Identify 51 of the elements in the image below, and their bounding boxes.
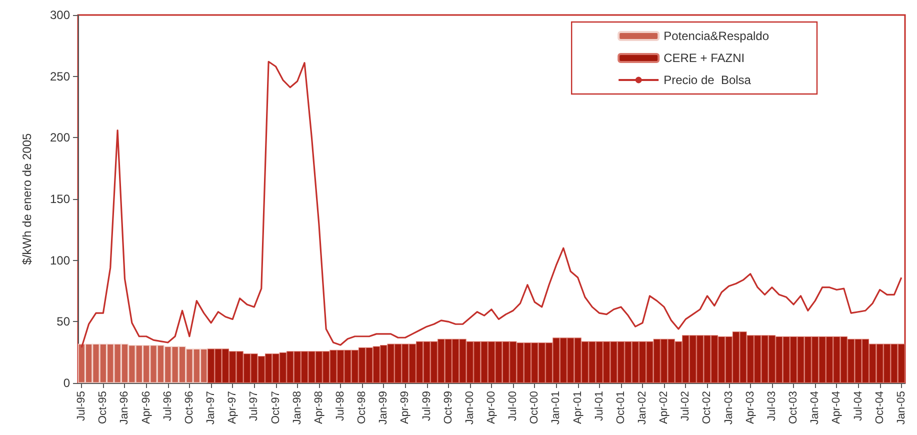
- legend-label: Precio de Bolsa: [664, 73, 752, 87]
- x-tick-label: Jan-04: [809, 391, 822, 425]
- y-axis-title: $/kWh de enero de 2005: [20, 132, 34, 265]
- x-tick-label: Oct-02: [701, 391, 714, 424]
- x-tick-label: Apr-96: [140, 391, 152, 424]
- x-tick-label: Jul-02: [680, 391, 692, 421]
- x-tick-label: Jan-98: [291, 391, 304, 425]
- line-series: [80, 60, 902, 348]
- x-tick-label: Oct-97: [270, 391, 282, 424]
- x-tick-label: Jul-96: [162, 391, 174, 421]
- x-tick-label: Jul-03: [766, 391, 778, 421]
- x-tick-label: Jul-95: [76, 391, 88, 421]
- x-tick-label: Oct-96: [183, 391, 196, 424]
- x-tick-label: Jan-97: [205, 391, 218, 425]
- x-tick-label: Apr-00: [486, 391, 498, 424]
- x-tick-label: Jul-01: [593, 391, 606, 421]
- x-tick-label: Oct-95: [97, 391, 110, 424]
- x-tick-label: Jan-02: [636, 391, 649, 425]
- x-tick-label: Jan-01: [550, 391, 562, 425]
- x-tick-label: Oct-04: [874, 391, 886, 424]
- y-tick-label: 200: [50, 130, 70, 145]
- x-tick-label: Apr-02: [658, 391, 670, 424]
- legend-label: CERE + FAZNI: [664, 51, 745, 65]
- y-tick-label: 50: [56, 314, 70, 329]
- x-tick-label: Jul-98: [334, 391, 346, 421]
- x-tick-label: Apr-04: [830, 391, 843, 424]
- y-tick-label: 0: [63, 376, 70, 390]
- x-tick-label: Jul-04: [852, 391, 864, 421]
- x-tick-label: Jul-00: [507, 391, 520, 421]
- x-tick-label: Apr-99: [399, 391, 412, 424]
- legend-label: Potencia&Respaldo: [664, 29, 770, 43]
- x-tick-label: Oct-01: [614, 391, 627, 424]
- x-tick-label: Jan-99: [378, 391, 390, 425]
- x-tick-label: Jul-97: [248, 391, 260, 421]
- x-tick-label: Oct-03: [788, 391, 800, 424]
- x-tick-label: Apr-01: [572, 391, 584, 424]
- x-tick-label: Apr-03: [744, 391, 756, 424]
- x-tick-label: Oct-00: [528, 391, 541, 424]
- y-tick-label: 100: [50, 253, 70, 268]
- y-tick-label: 300: [50, 8, 70, 22]
- y-tick-label: 250: [50, 69, 70, 84]
- x-tick-label: Jan-00: [464, 391, 476, 425]
- x-tick-label: Apr-97: [226, 391, 239, 424]
- x-tick-label: Jul-99: [420, 391, 433, 421]
- x-tick-label: Jan-05: [895, 391, 908, 425]
- x-tick-label: Oct-99: [442, 391, 454, 424]
- x-tick-label: Jan-03: [722, 391, 735, 425]
- x-tick-label: Jan-96: [118, 391, 131, 425]
- x-tick-label: Oct-98: [356, 391, 368, 424]
- y-tick-label: 150: [50, 192, 70, 206]
- x-tick-label: Apr-98: [312, 391, 325, 424]
